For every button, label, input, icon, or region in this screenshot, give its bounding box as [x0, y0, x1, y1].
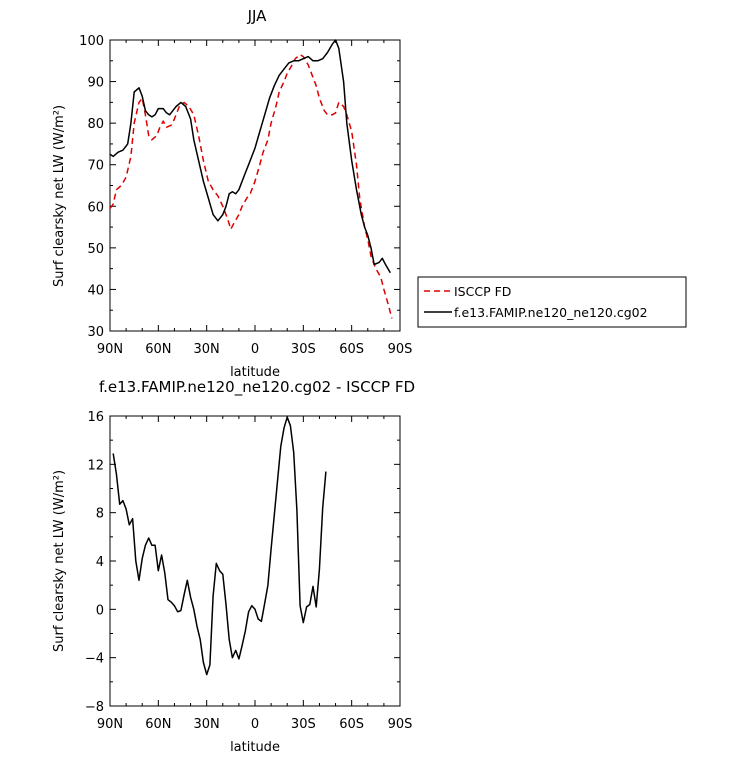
top-x-tick-label: 90S [388, 342, 413, 357]
top-y-tick-label: 70 [87, 159, 104, 174]
bottom-y-tick-label: 12 [87, 458, 104, 473]
bottom-x-tick-label: 90N [97, 717, 123, 732]
top-x-axis: 90N 60N 30N 0 30S 60S 90S [97, 40, 413, 357]
legend-label-isccp: ISCCP FD [454, 284, 511, 299]
top-y-tick-label: 80 [87, 117, 104, 132]
bottom-series-group [112, 416, 327, 676]
top-x-tick-label: 30S [291, 342, 316, 357]
top-series-line-0 [109, 53, 393, 319]
bottom-plot-frame [109, 415, 401, 707]
top-y-tick-label: 30 [87, 325, 104, 340]
bottom-x-axis-title: latitude [230, 740, 280, 755]
bottom-x-axis: 90N 60N 30N 0 30S 60S 90S [97, 416, 413, 732]
bottom-x-tick-label: 60N [145, 717, 171, 732]
top-chart-title: JJA [247, 7, 268, 25]
top-x-tick-label: 60N [145, 342, 171, 357]
top-y-tick-label: 50 [87, 242, 104, 257]
top-x-tick-label: 90N [97, 342, 123, 357]
top-y-axis-title: Surf clearsky net LW (W/m²) [52, 105, 67, 287]
top-y-tick-label: 100 [79, 34, 104, 49]
legend: ISCCP FD f.e13.FAMIP.ne120_ne120.cg02 [417, 276, 687, 328]
bottom-x-tick-label: 60S [339, 717, 364, 732]
bottom-x-tick-label: 30N [194, 717, 220, 732]
bottom-x-tick-label: 90S [388, 717, 413, 732]
top-x-axis-title: latitude [230, 365, 280, 380]
bottom-x-tick-label: 30S [291, 717, 316, 732]
bottom-series-line-0 [112, 416, 327, 676]
bottom-y-tick-label: −4 [85, 652, 104, 667]
bottom-x-tick-label: 0 [251, 717, 259, 732]
bottom-y-axis: −8 −4 0 4 8 12 16 [85, 410, 400, 715]
top-y-tick-label: 90 [87, 76, 104, 91]
bottom-panel: f.e13.FAMIP.ne120_ne120.cg02 - ISCCP FD … [52, 378, 415, 755]
legend-label-model: f.e13.FAMIP.ne120_ne120.cg02 [454, 305, 648, 320]
top-y-tick-label: 40 [87, 283, 104, 298]
legend-box [417, 276, 687, 328]
top-x-tick-label: 30N [194, 342, 220, 357]
bottom-y-tick-label: 16 [87, 410, 104, 425]
bottom-y-tick-label: 8 [96, 507, 104, 522]
top-x-tick-label: 60S [339, 342, 364, 357]
top-x-tick-label: 0 [251, 342, 259, 357]
top-series-line-1 [109, 39, 391, 274]
top-y-tick-label: 60 [87, 200, 104, 215]
bottom-y-axis-title: Surf clearsky net LW (W/m²) [52, 470, 67, 652]
bottom-y-tick-label: 0 [96, 603, 104, 618]
bottom-y-tick-label: −8 [85, 700, 104, 715]
bottom-y-tick-label: 4 [96, 555, 104, 570]
top-series-group [109, 39, 393, 319]
bottom-chart-title: f.e13.FAMIP.ne120_ne120.cg02 - ISCCP FD [99, 378, 415, 397]
